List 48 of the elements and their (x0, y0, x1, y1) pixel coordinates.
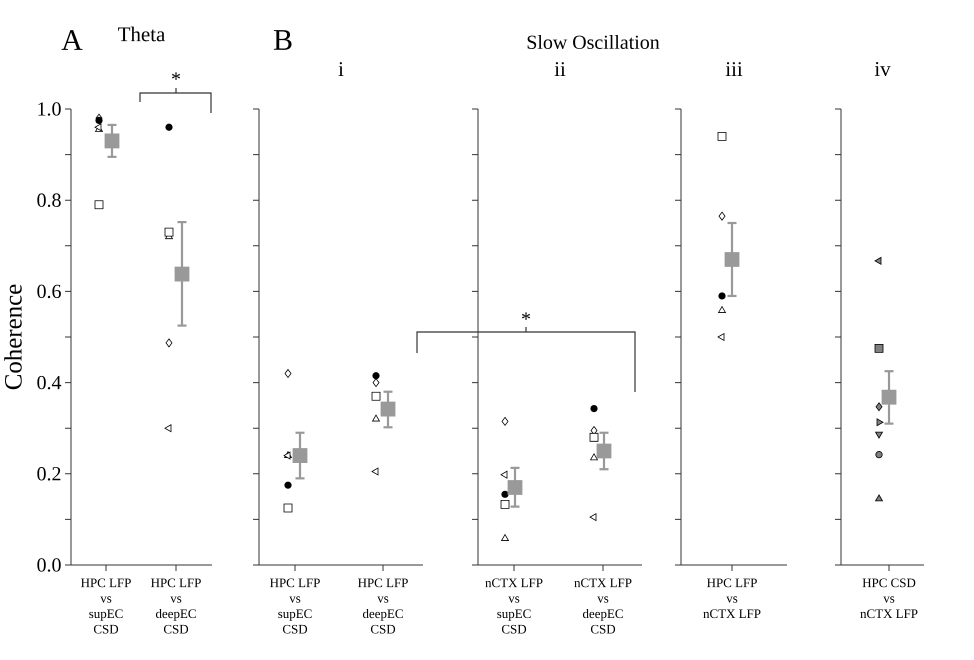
point (284, 504, 292, 512)
point (166, 338, 172, 348)
point (501, 534, 509, 541)
x-tick-label: HPC LFP vs deepEC CSD (151, 578, 201, 634)
point (372, 468, 378, 476)
y-tick-label: 0.0 (37, 558, 61, 572)
text: * (172, 72, 180, 80)
point (372, 378, 380, 387)
x-tick-label: HPC CSD vs nCTX LFP (860, 578, 918, 618)
point (500, 500, 510, 509)
point (94, 200, 104, 210)
x-tick-label: HPC LFP vs supEC CSD (81, 578, 131, 634)
point (165, 124, 173, 131)
text: B (274, 30, 292, 50)
point (501, 490, 509, 498)
x-tick-label: nCTX LFP vs supEC CSD (485, 578, 542, 634)
y-tick-label: 0.4 (37, 376, 62, 390)
y-tick-label: 0.2 (37, 467, 60, 481)
point (284, 482, 292, 489)
y-tick-label: 0.8 (37, 193, 61, 207)
point (590, 432, 598, 442)
point (164, 424, 172, 432)
y-tick-label: 0.6 (37, 284, 61, 298)
x-tick-label: nCTX LFP vs deepEC CSD (574, 578, 632, 634)
y-axis-title: Coherence (4, 284, 22, 390)
x-tick-label: HPC LFP vs supEC CSD (270, 578, 320, 634)
y-tick-label: 1.0 (38, 102, 61, 116)
point (590, 404, 598, 412)
chart-title: iv (874, 62, 891, 76)
point (95, 116, 103, 124)
x-tick-label: HPC LFP vs deepEC CSD (358, 578, 408, 634)
x-tick-label: HPC LFP vs nCTX LFP (703, 578, 760, 618)
point (372, 392, 380, 401)
text: A (62, 30, 83, 50)
point (590, 453, 598, 460)
chart-title: i (338, 62, 344, 76)
point (500, 470, 508, 479)
annotation: * (522, 312, 530, 320)
point (164, 228, 174, 237)
point (590, 513, 596, 521)
point (372, 414, 380, 422)
point (372, 372, 380, 380)
point (284, 369, 292, 378)
chart-title: iii (726, 62, 742, 76)
text: Slow Oscillation (528, 34, 660, 49)
point (502, 416, 508, 426)
chart-title: ii (554, 62, 566, 76)
chart-title: Theta (118, 26, 166, 42)
